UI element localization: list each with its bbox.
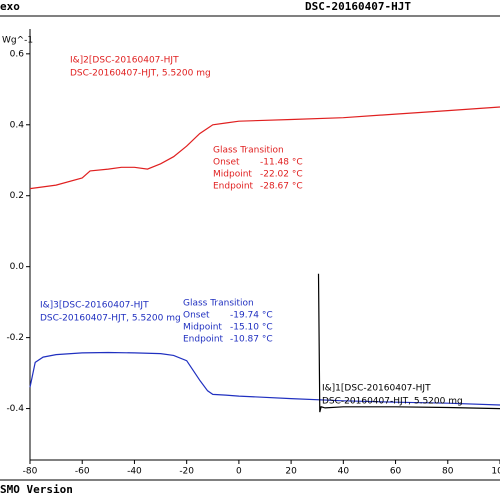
y-tick-label: 0.2 <box>10 191 24 201</box>
annotation-key: Endpoint <box>183 335 224 345</box>
annotation-key: Midpoint <box>183 323 222 333</box>
series-sample: DSC-20160407-HJT, 5.5200 mg <box>322 397 463 407</box>
x-tick-label: 60 <box>390 467 402 477</box>
x-tick-label: -20 <box>179 467 194 477</box>
series-sample: DSC-20160407-HJT, 5.5200 mg <box>70 69 211 79</box>
x-tick-label: -60 <box>75 467 90 477</box>
series-line <box>29 351 500 406</box>
annotation-key: Onset <box>183 311 210 321</box>
x-tick-label: -80 <box>23 467 38 477</box>
annotation-value: -15.10 °C <box>230 323 273 333</box>
y-tick-label: 0.6 <box>10 49 25 59</box>
x-tick-label: 100 <box>491 467 500 477</box>
annotation-value: -11.48 °C <box>260 158 303 168</box>
annotation-value: -10.87 °C <box>230 335 273 345</box>
y-tick-label: 0.4 <box>10 120 25 130</box>
series-name: I&]2[DSC-20160407-HJT <box>70 56 179 66</box>
annotation-title: Glass Transition <box>213 146 284 156</box>
header-left: exo <box>0 0 20 13</box>
y-tick-label: -0.4 <box>6 404 24 414</box>
y-label: Wg^-1 <box>2 36 33 46</box>
series-sample: DSC-20160407-HJT, 5.5200 mg <box>40 314 181 324</box>
x-tick-label: 0 <box>236 467 242 477</box>
series-line <box>29 106 500 190</box>
annotation-value: -19.74 °C <box>230 311 273 321</box>
series-name: I&]3[DSC-20160407-HJT <box>40 301 149 311</box>
header-center: DSC-20160407-HJT <box>305 0 411 13</box>
annotation-key: Onset <box>213 158 240 168</box>
annotation-value: -22.02 °C <box>260 170 303 180</box>
x-tick-label: 80 <box>442 467 454 477</box>
annotation-key: Endpoint <box>213 182 254 192</box>
x-tick-label: 20 <box>285 467 297 477</box>
annotation-title: Glass Transition <box>183 299 254 309</box>
footer: SMO Version <box>0 483 73 496</box>
y-tick-label: -0.2 <box>6 333 24 343</box>
x-tick-label: -40 <box>127 467 142 477</box>
annotation-key: Midpoint <box>213 170 252 180</box>
annotation-value: -28.67 °C <box>260 182 303 192</box>
series-line <box>317 273 500 413</box>
y-tick-label: 0.0 <box>10 262 25 272</box>
series-name: I&]1[DSC-20160407-HJT <box>322 384 431 394</box>
x-tick-label: 40 <box>338 467 350 477</box>
